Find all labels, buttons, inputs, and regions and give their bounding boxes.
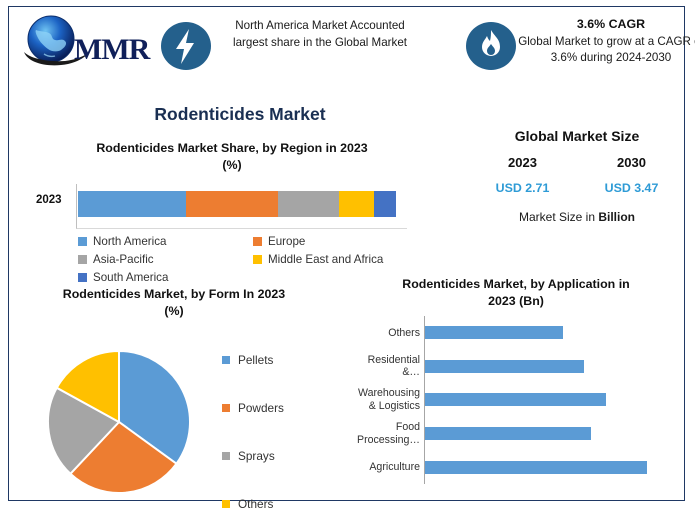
- region-share-title: Rodenticides Market Share, by Region in …: [22, 140, 442, 174]
- region-legend-label: Europe: [268, 234, 306, 248]
- form-legend-label: Powders: [238, 401, 284, 415]
- region-segment-0: [78, 191, 187, 217]
- region-share-legend: North America Europe Asia-Pacific Middle Ea…: [78, 232, 458, 286]
- globe-icon: [22, 14, 88, 66]
- legend-swatch-icon: [222, 452, 230, 460]
- application-title-line2: 2023 (Bn): [488, 294, 544, 308]
- infographic-root: MMR North America Market Accounted large…: [8, 6, 695, 512]
- footnote-prefix: Market Size in: [518, 210, 599, 224]
- cagr-body: Global Market to grow at a CAGR of 3.6% …: [518, 34, 695, 65]
- application-title-line1: Rodenticides Market, by Application in: [402, 277, 630, 291]
- application-row: Warehousing & Logistics: [350, 383, 686, 417]
- application-title: Rodenticides Market, by Application in 2…: [350, 276, 682, 310]
- page-border: [8, 6, 685, 501]
- application-row: Residential &…: [350, 350, 686, 384]
- form-legend-item: Sprays: [222, 432, 342, 480]
- application-row: Food Processing…: [350, 417, 686, 451]
- region-legend-label: Asia-Pacific: [93, 252, 154, 266]
- region-segment-1: [186, 191, 279, 217]
- header: MMR North America Market Accounted large…: [10, 6, 695, 94]
- application-category-label: Others: [388, 326, 420, 339]
- pie-slice-3: [55, 349, 120, 424]
- form-share-title-line2: (%): [164, 304, 184, 318]
- legend-swatch-icon: [222, 404, 230, 412]
- page-title: Rodenticides Market: [154, 104, 326, 124]
- legend-swatch-icon: [222, 500, 230, 508]
- legend-swatch-icon: [78, 236, 87, 246]
- pie-slice-0: [118, 349, 191, 466]
- region-share-plot: [76, 184, 407, 229]
- logo-wordmark: MMR: [74, 33, 150, 66]
- region-legend-item: Asia-Pacific: [78, 250, 253, 268]
- form-legend-label: Sprays: [238, 449, 275, 463]
- pie-slice-1: [68, 420, 178, 494]
- form-legend-item: Pellets: [222, 336, 342, 384]
- application-bar-1: [425, 359, 585, 373]
- application-bar-4: [425, 460, 647, 474]
- form-share-title-line1: Rodenticides Market, by Form In 2023: [62, 287, 286, 301]
- form-legend-label: Pellets: [238, 353, 274, 367]
- region-segment-4: [373, 191, 396, 217]
- region-legend-label: Middle East and Africa: [268, 252, 384, 266]
- lightning-bolt-icon: [160, 20, 212, 72]
- region-legend-item: South America: [78, 268, 253, 286]
- region-share-title-line1: Rodenticides Market Share, by Region in …: [96, 141, 368, 155]
- form-share-title: Rodenticides Market, by Form In 2023 (%): [14, 286, 334, 320]
- region-share-category-label: 2023: [36, 194, 62, 206]
- application-chart: Rodenticides Market, by Application in 2…: [350, 276, 690, 512]
- application-category-label: Warehousing & Logistics: [357, 387, 420, 412]
- region-legend-label: South America: [93, 270, 169, 284]
- flame-icon: [465, 20, 517, 72]
- mmr-logo: MMR: [22, 12, 152, 70]
- legend-swatch-icon: [78, 272, 87, 282]
- application-bar-2: [425, 393, 607, 407]
- cagr-headline: 3.6% CAGR: [576, 17, 646, 31]
- region-share-stacked-bar: [78, 191, 396, 217]
- legend-swatch-icon: [78, 254, 87, 264]
- value-2030: USD 3.47: [604, 181, 659, 195]
- form-share-chart: Rodenticides Market, by Form In 2023 (%)…: [14, 286, 344, 512]
- region-legend-label: North America: [93, 234, 167, 248]
- legend-swatch-icon: [222, 356, 230, 364]
- year-2030: 2030: [617, 155, 646, 170]
- form-share-pie: [45, 348, 193, 496]
- highlight-cagr-text: 3.6% CAGR Global Market to grow at a CAG…: [517, 16, 695, 67]
- region-segment-3: [338, 191, 374, 217]
- global-market-size: Global Market Size 2023 2030 USD 2.71 US…: [468, 128, 686, 224]
- application-plot: Others Residential &… Warehousing & Logist…: [350, 316, 686, 486]
- form-legend-item: Powders: [222, 384, 342, 432]
- application-bar-3: [425, 427, 591, 441]
- global-market-size-footnote: Market Size in Billion: [468, 210, 686, 224]
- application-category-label: Agriculture: [369, 460, 420, 473]
- application-bar-0: [425, 326, 563, 340]
- footnote-unit: Billion: [598, 210, 636, 224]
- year-2023: 2023: [508, 155, 537, 170]
- application-row: Agriculture: [350, 450, 686, 484]
- logo-swoosh: [22, 46, 94, 68]
- value-2023: USD 2.71: [495, 181, 550, 195]
- highlight-north-america-text: North America Market Accounted largest s…: [233, 19, 407, 49]
- application-axis: [424, 316, 425, 484]
- application-row: Others: [350, 316, 686, 350]
- region-legend-item: Middle East and Africa: [253, 250, 428, 268]
- application-category-label: Food Processing…: [357, 421, 420, 446]
- region-share-title-line2: (%): [222, 158, 242, 172]
- application-category-label: Residential &…: [367, 353, 420, 379]
- region-segment-2: [278, 191, 339, 217]
- legend-swatch-icon: [253, 236, 262, 246]
- region-share-chart: Rodenticides Market Share, by Region in …: [18, 140, 458, 284]
- region-legend-item: North America: [78, 232, 253, 250]
- global-market-size-heading: Global Market Size: [514, 128, 640, 144]
- global-market-size-values: USD 2.71 USD 3.47: [468, 181, 686, 195]
- region-legend-item: Europe: [253, 232, 428, 250]
- form-share-legend: Pellets Powders Sprays Others: [222, 336, 342, 528]
- pie-slice-2: [47, 386, 121, 476]
- global-market-size-years: 2023 2030: [468, 155, 686, 170]
- legend-swatch-icon: [253, 254, 262, 264]
- form-legend-item: Others: [222, 480, 342, 528]
- form-legend-label: Others: [238, 497, 274, 511]
